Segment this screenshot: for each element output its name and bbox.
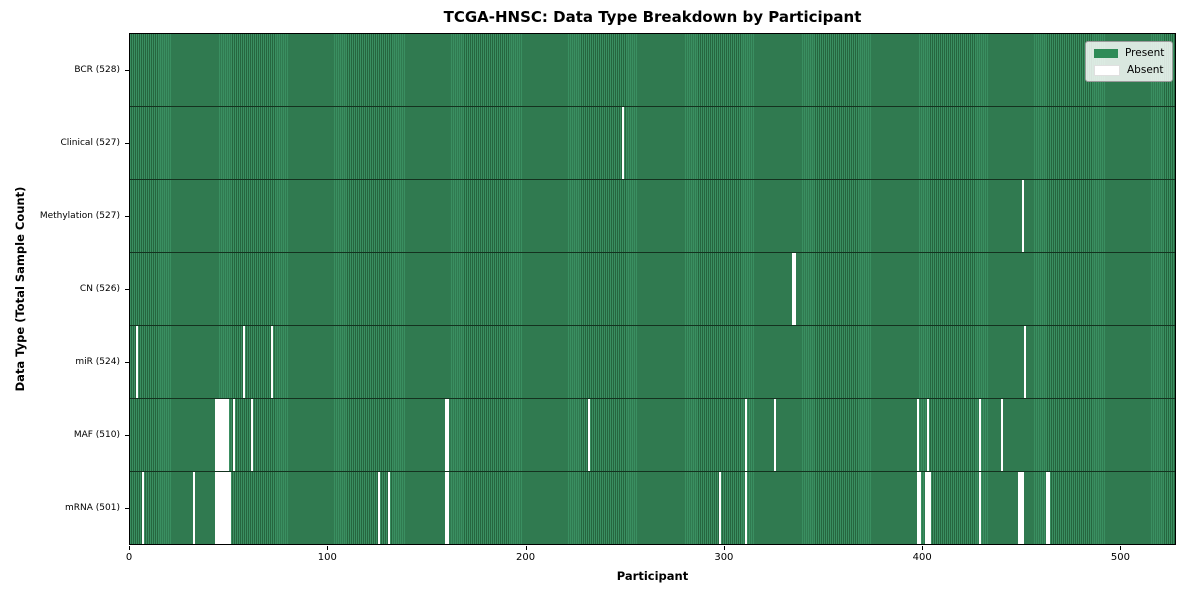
absent-cell [219, 472, 222, 544]
heatmap-row [130, 253, 1175, 326]
absent-cell [978, 472, 981, 544]
x-tick-label: 200 [516, 552, 536, 563]
absent-cell [445, 472, 448, 544]
absent-cell [794, 253, 797, 325]
absent-cell [718, 472, 721, 544]
absent-cell [1048, 472, 1051, 544]
absent-cell [233, 399, 236, 471]
heatmap-row [130, 399, 1175, 472]
x-tick-label: 400 [912, 552, 932, 563]
absent-cell [774, 399, 777, 471]
x-axis-label: Participant [616, 569, 689, 583]
absent-cell [1022, 472, 1025, 544]
x-tick-mark [327, 546, 329, 550]
y-tick-label: Methylation (527) [39, 210, 120, 221]
absent-cell [978, 399, 981, 471]
absent-cell [250, 399, 253, 471]
absent-cell [917, 399, 920, 471]
absent-swatch-icon [1094, 64, 1120, 76]
absent-cell [227, 399, 230, 471]
y-tick-mark [125, 215, 129, 217]
absent-cell [377, 472, 380, 544]
legend-absent-label: Absent [1127, 64, 1164, 76]
absent-cell [217, 472, 220, 544]
y-tick-label: MAF (510) [73, 430, 120, 441]
absent-cell [270, 326, 273, 398]
absent-cell [1024, 326, 1027, 398]
absent-cell [588, 399, 591, 471]
absent-cell [1046, 472, 1049, 544]
absent-cell [1018, 472, 1021, 544]
absent-cell [225, 472, 228, 544]
absent-cell [223, 399, 226, 471]
x-tick-mark [723, 546, 725, 550]
x-tick-label: 300 [714, 552, 734, 563]
x-tick-mark [922, 546, 924, 550]
heatmap-row [130, 326, 1175, 399]
absent-cell [1020, 472, 1023, 544]
absent-cell [221, 472, 224, 544]
absent-cell [1000, 399, 1003, 471]
x-tick-mark [1120, 546, 1122, 550]
heatmap-row [130, 472, 1175, 544]
legend-present-label: Present [1125, 47, 1165, 59]
absent-cell [925, 472, 928, 544]
legend: Present Absent [1085, 41, 1173, 82]
absent-cell [792, 253, 795, 325]
y-tick-label: miR (524) [75, 357, 120, 368]
y-tick-label: Clinical (527) [60, 137, 120, 148]
absent-cell [917, 472, 920, 544]
absent-cell [225, 399, 228, 471]
x-tick-label: 100 [317, 552, 337, 563]
heatmap-row [130, 107, 1175, 180]
absent-cell [447, 399, 450, 471]
y-tick-mark [125, 142, 129, 144]
absent-cell [243, 326, 246, 398]
x-tick-label: 0 [125, 552, 133, 563]
absent-cell [141, 472, 144, 544]
y-tick-mark [125, 362, 129, 364]
absent-cell [744, 399, 747, 471]
y-tick-mark [125, 69, 129, 71]
heatmap-row [130, 34, 1175, 107]
chart-title: TCGA-HNSC: Data Type Breakdown by Partic… [443, 8, 862, 26]
x-tick-mark [525, 546, 527, 550]
absent-cell [215, 399, 218, 471]
x-tick-label: 500 [1110, 552, 1131, 563]
absent-cell [1022, 180, 1025, 252]
y-tick-label: CN (526) [79, 284, 120, 294]
legend-entry-absent: Absent [1094, 64, 1164, 76]
heatmap-row [130, 180, 1175, 253]
y-tick-mark [125, 435, 129, 437]
absent-cell [927, 472, 930, 544]
absent-cell [919, 472, 922, 544]
absent-cell [445, 399, 448, 471]
absent-cell [221, 399, 224, 471]
absent-cell [927, 399, 930, 471]
y-tick-label: mRNA (501) [65, 503, 120, 514]
absent-cell [217, 399, 220, 471]
absent-cell [929, 472, 932, 544]
y-tick-mark [125, 289, 129, 290]
absent-cell [215, 472, 218, 544]
absent-cell [621, 107, 624, 179]
absent-cell [193, 472, 196, 544]
y-tick-mark [125, 508, 129, 510]
absent-cell [223, 472, 226, 544]
y-tick-label: BCR (528) [74, 64, 120, 75]
absent-cell [219, 399, 222, 471]
absent-cell [227, 472, 230, 544]
absent-cell [447, 472, 450, 544]
absent-cell [135, 326, 138, 398]
absent-cell [387, 472, 390, 544]
plot-area [129, 33, 1176, 545]
absent-cell [744, 472, 747, 544]
present-swatch-icon [1094, 48, 1118, 58]
legend-entry-present: Present [1094, 47, 1164, 59]
absent-cell [229, 472, 232, 544]
x-tick-mark [129, 546, 130, 550]
